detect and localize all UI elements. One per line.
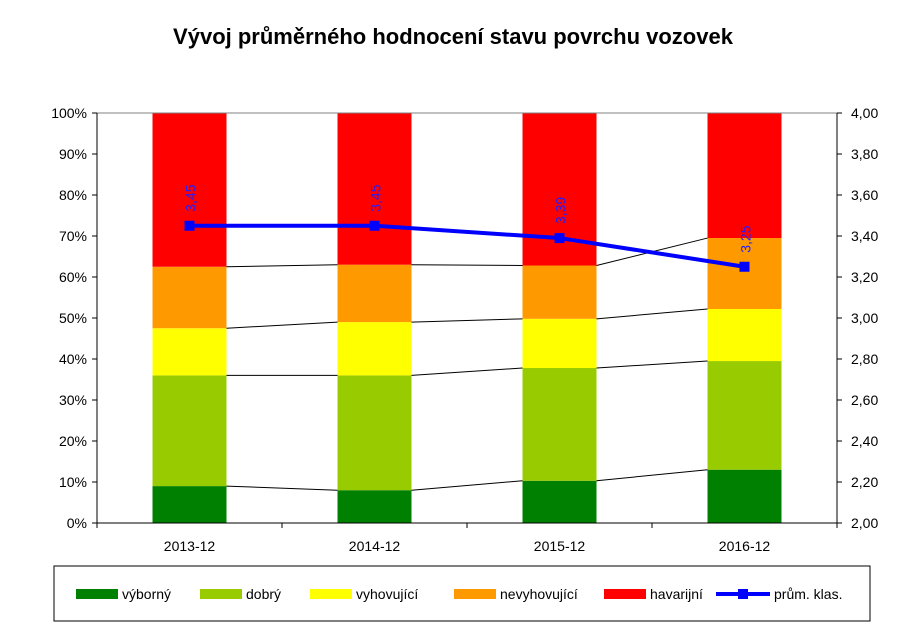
legend-label-vyhovující: vyhovující — [356, 586, 418, 602]
y2-tick-label: 3,60 — [851, 187, 878, 203]
legend-marker-prům. klas. — [738, 589, 748, 599]
legend-swatch-výborný — [76, 589, 118, 599]
line-point-2013-12 — [184, 220, 195, 231]
bar-vyhovující-2015-12 — [522, 318, 597, 369]
legend-swatch-vyhovující — [310, 589, 352, 599]
legend-swatch-nevyhovující — [454, 589, 496, 599]
y2-tick-label: 2,40 — [851, 433, 878, 449]
series-line-2-0 — [226, 321, 338, 329]
bar-výborný-2016-12 — [707, 469, 782, 523]
x-tick-label: 2013-12 — [164, 538, 216, 554]
y-tick-label: 50% — [59, 310, 87, 326]
y2-tick-label: 2,60 — [851, 392, 878, 408]
bar-výborný-2014-12 — [337, 490, 412, 523]
y2-tick-label: 4,00 — [851, 105, 878, 121]
bar-nevyhovující-2015-12 — [522, 265, 597, 319]
chart-title: Vývoj průměrného hodnocení stavu povrchu… — [173, 24, 733, 49]
y2-tick-label: 2,80 — [851, 351, 878, 367]
data-label-2013-12: 3,45 — [183, 184, 199, 211]
bar-havarijní-2013-12 — [152, 113, 227, 267]
line-point-2016-12 — [739, 261, 750, 272]
legend-label-dobrý: dobrý — [246, 586, 281, 602]
series-line-0-2 — [596, 469, 708, 482]
series-line-1-1 — [411, 367, 523, 376]
x-tick-label: 2015-12 — [534, 538, 586, 554]
bar-vyhovující-2016-12 — [707, 308, 782, 362]
bar-vyhovující-2013-12 — [152, 328, 227, 376]
line-series-prum-klas — [189, 223, 745, 269]
y2-tick-label: 3,20 — [851, 269, 878, 285]
y2-tick-label: 3,40 — [851, 228, 878, 244]
y-tick-label: 80% — [59, 187, 87, 203]
bar-dobrý-2014-12 — [337, 375, 412, 491]
series-line-0-0 — [226, 485, 338, 491]
line-point-2014-12 — [369, 220, 380, 231]
data-label-2016-12: 3,25 — [738, 225, 754, 252]
y-tick-label: 40% — [59, 351, 87, 367]
y-tick-label: 70% — [59, 228, 87, 244]
bar-dobrý-2013-12 — [152, 375, 227, 487]
bar-dobrý-2015-12 — [522, 368, 597, 481]
x-tick-label: 2014-12 — [349, 538, 401, 554]
legend-swatch-dobrý — [200, 589, 242, 599]
y2-tick-label: 3,00 — [851, 310, 878, 326]
series-line-2-2 — [596, 308, 708, 320]
legend-label-výborný: výborný — [122, 586, 171, 602]
series-line-2-1 — [411, 318, 523, 323]
series-line-3-1 — [411, 264, 523, 267]
y-tick-label: 20% — [59, 433, 87, 449]
bar-havarijní-2014-12 — [337, 113, 412, 265]
bar-havarijní-2016-12 — [707, 113, 782, 239]
legend-label-nevyhovující: nevyhovující — [500, 586, 578, 602]
data-label-2014-12: 3,45 — [368, 184, 384, 211]
data-label-2015-12: 3,39 — [553, 197, 569, 224]
y2-tick-label: 2,00 — [851, 515, 878, 531]
bar-nevyhovující-2013-12 — [152, 266, 227, 329]
bar-výborný-2013-12 — [152, 486, 227, 523]
x-tick-label: 2016-12 — [719, 538, 771, 554]
y2-tick-label: 3,80 — [851, 146, 878, 162]
y-tick-label: 60% — [59, 269, 87, 285]
legend-label-havarijní: havarijní — [650, 586, 703, 602]
legend-label-prům. klas.: prům. klas. — [774, 586, 842, 602]
series-line-0-1 — [411, 480, 523, 491]
legend-swatch-havarijní — [604, 589, 646, 599]
bar-dobrý-2016-12 — [707, 361, 782, 470]
y-tick-label: 10% — [59, 474, 87, 490]
bar-nevyhovující-2014-12 — [337, 264, 412, 323]
bar-výborný-2015-12 — [522, 480, 597, 523]
line-point-2015-12 — [554, 233, 565, 244]
y-tick-label: 100% — [51, 105, 87, 121]
bar-vyhovující-2014-12 — [337, 322, 412, 376]
series-line-1-2 — [596, 360, 708, 369]
series-line-3-0 — [226, 264, 338, 268]
y-tick-label: 90% — [59, 146, 87, 162]
bar-nevyhovující-2016-12 — [707, 238, 782, 309]
y-tick-label: 30% — [59, 392, 87, 408]
y2-tick-label: 2,20 — [851, 474, 878, 490]
y-tick-label: 0% — [67, 515, 87, 531]
